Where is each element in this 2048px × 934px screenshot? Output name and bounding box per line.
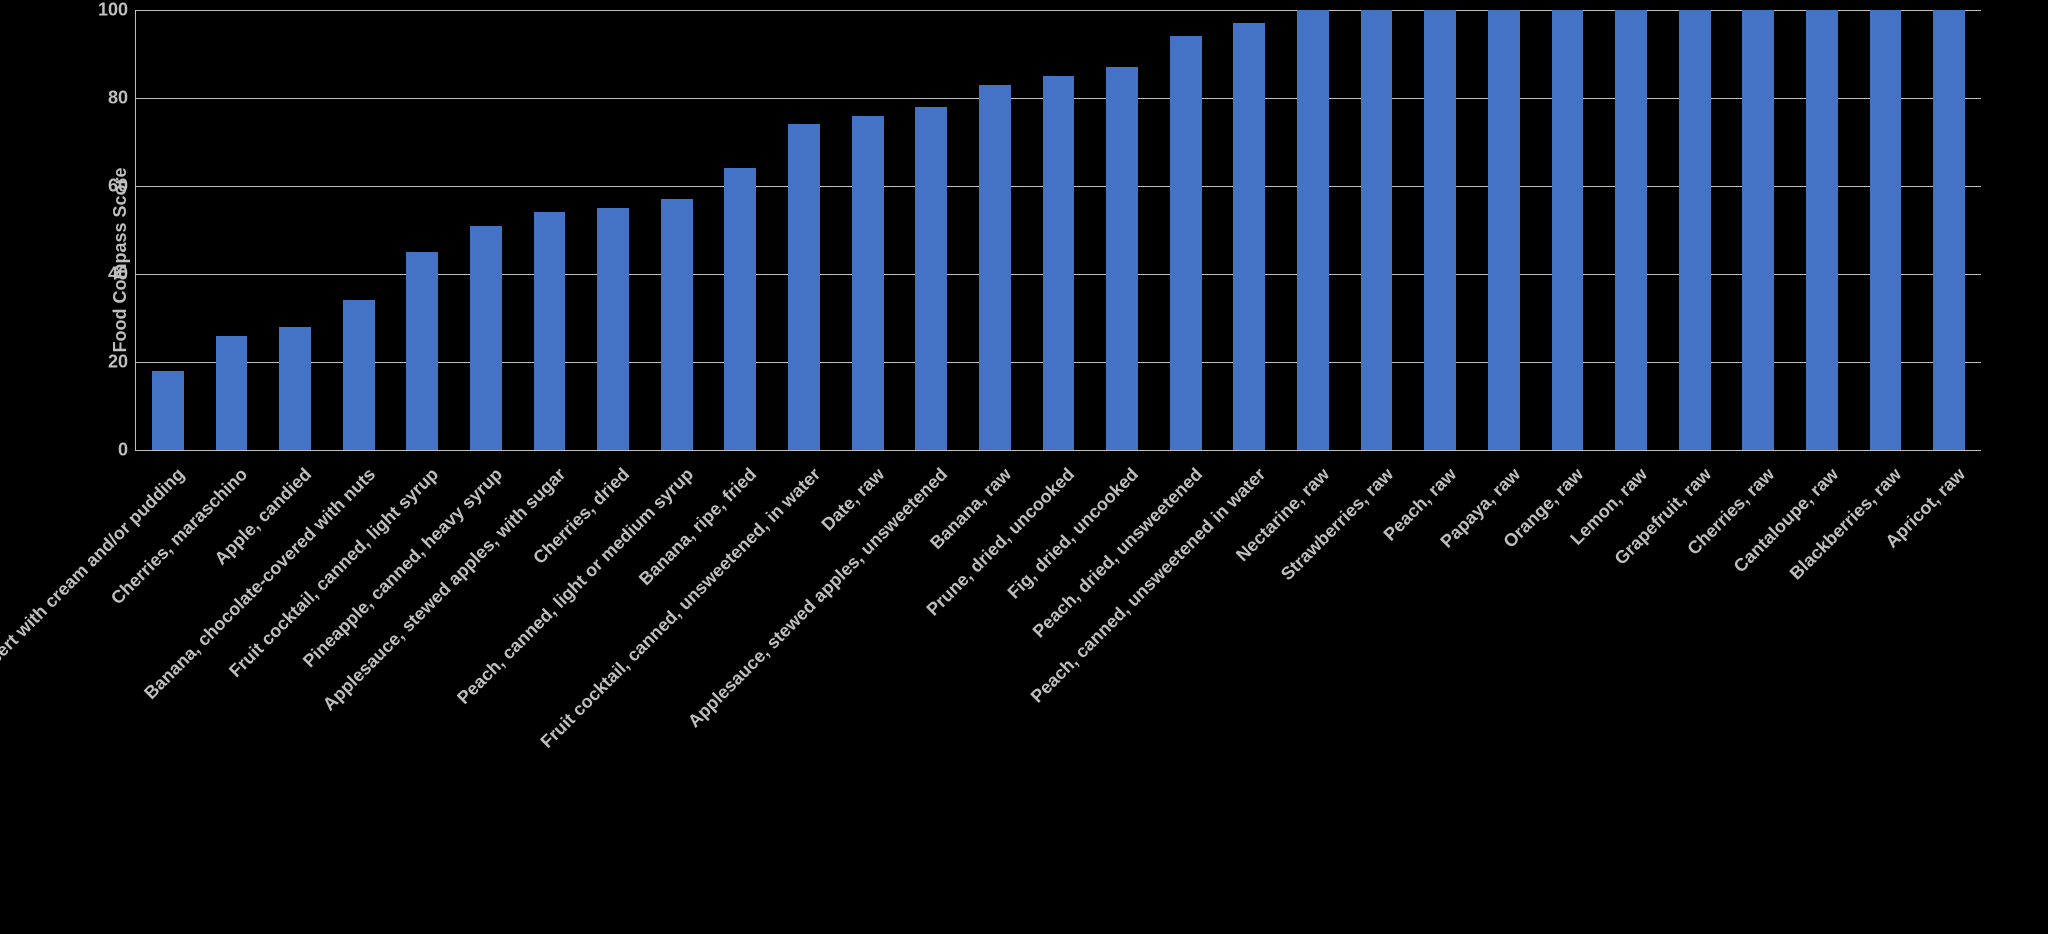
x-tick-label: Banana, ripe, fried: [635, 464, 761, 590]
y-tick-label: 60: [108, 176, 128, 197]
bar: [788, 124, 820, 450]
bar: [1043, 76, 1075, 450]
bar: [1488, 10, 1520, 450]
x-tick-label: Banana, chocolate-covered with nuts: [140, 464, 380, 704]
bar: [1170, 36, 1202, 450]
bar: [1615, 10, 1647, 450]
x-tick-label: Peach, canned, unsweetened in water: [1027, 464, 1270, 707]
y-tick-label: 20: [108, 352, 128, 373]
y-tick-label: 40: [108, 264, 128, 285]
bar: [1106, 67, 1138, 450]
bar: [152, 371, 184, 450]
x-tick-label: Peach, canned, light or medium syrup: [453, 464, 698, 709]
bar: [1806, 10, 1838, 450]
plot-area: 020406080100Fruit dessert with cream and…: [135, 10, 1981, 451]
y-tick-label: 0: [118, 440, 128, 461]
bar: [597, 208, 629, 450]
bar: [279, 327, 311, 450]
bar: [406, 252, 438, 450]
bar: [1233, 23, 1265, 450]
x-tick-label: Strawberries, raw: [1276, 464, 1397, 585]
bar: [915, 107, 947, 450]
bar: [852, 116, 884, 450]
bar: [1424, 10, 1456, 450]
bar: [1552, 10, 1584, 450]
bar: [979, 85, 1011, 450]
bar: [534, 212, 566, 450]
bar: [661, 199, 693, 450]
bar: [1742, 10, 1774, 450]
bar: [1361, 10, 1393, 450]
bar: [1679, 10, 1711, 450]
bar: [1933, 10, 1965, 450]
bar: [724, 168, 756, 450]
bar: [343, 300, 375, 450]
x-tick-label: Blackberries, raw: [1786, 464, 1906, 584]
bar: [1297, 10, 1329, 450]
bar: [470, 226, 502, 450]
bar: [216, 336, 248, 450]
y-tick-label: 100: [98, 0, 128, 21]
food-compass-chart: Food Compass Score 020406080100Fruit des…: [110, 10, 1980, 510]
bar: [1870, 10, 1902, 450]
y-tick-label: 80: [108, 88, 128, 109]
